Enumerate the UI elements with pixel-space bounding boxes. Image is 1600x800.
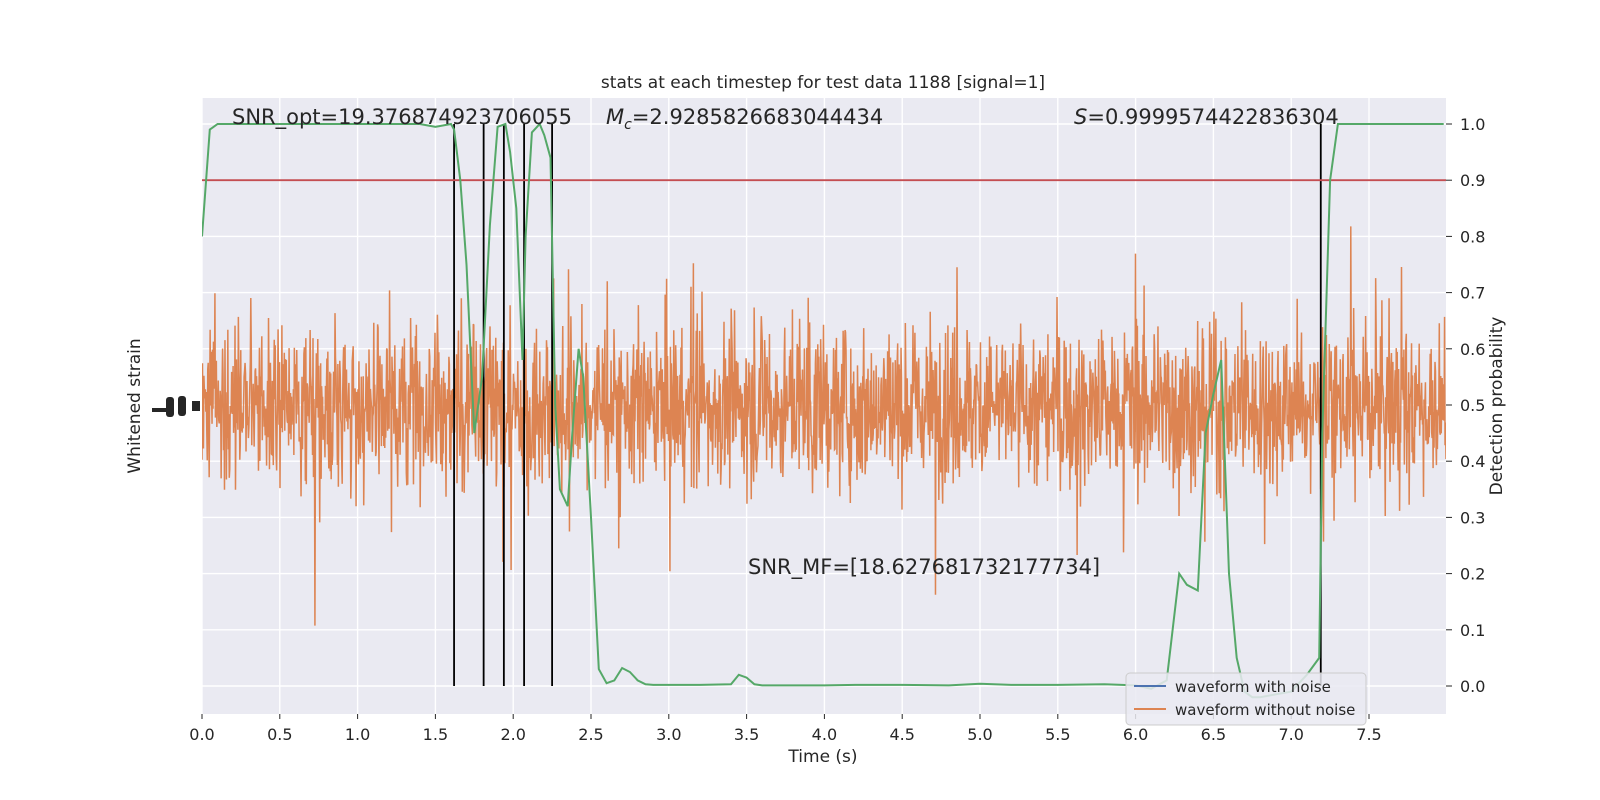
left-tick-blob	[192, 401, 200, 411]
y-tick-label: 0.5	[1460, 396, 1485, 415]
y-tick-label: 0.4	[1460, 452, 1485, 471]
y-tick-label: 0.2	[1460, 565, 1485, 584]
legend-box	[1125, 672, 1367, 726]
left-tick-blob	[152, 408, 174, 412]
x-tick-label: 7.0	[1278, 725, 1303, 744]
x-tick-label: 0.5	[267, 725, 292, 744]
x-tick-label: 5.5	[1045, 725, 1070, 744]
s-value: =0.9999574422836304	[1087, 105, 1338, 129]
x-tick-label: 1.5	[423, 725, 448, 744]
waveform-without-noise-series	[202, 226, 1446, 626]
legend-label-without-noise: waveform without noise	[1175, 701, 1355, 719]
y-axis-label-right: Detection probability	[1487, 317, 1507, 496]
x-tick-label: 4.5	[889, 725, 914, 744]
mc-symbol: M	[606, 105, 624, 129]
x-tick-label: 6.0	[1123, 725, 1148, 744]
s-symbol: S	[1074, 105, 1087, 129]
snr-opt-annotation: SNR_opt=19.376874923706055	[232, 105, 572, 130]
chirp-mass-annotation: Mc=2.9285826683044434	[606, 105, 883, 133]
left-axis-overlapping-ticks	[152, 396, 200, 417]
y-tick-label: 0.1	[1460, 621, 1485, 640]
x-axis-label: Time (s)	[787, 747, 857, 767]
y-tick-label: 0.7	[1460, 284, 1485, 303]
y-tick-label: 0.8	[1460, 227, 1485, 246]
legend: waveform with noise waveform without noi…	[1125, 672, 1367, 726]
x-tick-label: 2.0	[500, 725, 525, 744]
x-axis-ticks: 0.0 0.5 1.0 1.5 2.0 2.5 3.0 3.5 4.0 4.5 5.0 5.5 6.0 6…	[189, 714, 1382, 744]
x-tick-label: 4.0	[812, 725, 837, 744]
mc-subscript: c	[624, 117, 632, 133]
y-tick-label: 1.0	[1460, 115, 1485, 134]
legend-label-with-noise: waveform with noise	[1175, 678, 1331, 696]
x-tick-label: 0.0	[189, 725, 214, 744]
chart-title: stats at each timestep for test data 118…	[601, 73, 1045, 93]
x-tick-label: 7.5	[1356, 725, 1381, 744]
mc-value: =2.9285826683044434	[632, 105, 883, 129]
detection-probability-line	[202, 122, 1444, 699]
left-tick-blob	[166, 397, 174, 417]
y-tick-label: 0.3	[1460, 508, 1485, 527]
left-tick-blob	[178, 396, 186, 416]
detection-probability-series	[202, 122, 1444, 699]
x-tick-label: 6.5	[1201, 725, 1226, 744]
s-annotation: S=0.9999574422836304	[1074, 105, 1339, 129]
y-right-axis-ticks: 0.0 0.1 0.2 0.3 0.4 0.5 0.6 0.7 0.8 0.9 1.0	[1446, 115, 1485, 696]
y-tick-label: 0.0	[1460, 677, 1485, 696]
x-tick-label: 3.5	[734, 725, 759, 744]
snr-mf-annotation: SNR_MF=[18.627681732177734]	[748, 555, 1100, 580]
y-tick-label: 0.9	[1460, 171, 1485, 190]
waveform-without-noise-line	[202, 226, 1446, 626]
x-tick-label: 5.0	[967, 725, 992, 744]
x-tick-label: 3.0	[656, 725, 681, 744]
y-tick-label: 0.6	[1460, 340, 1485, 359]
x-tick-label: 2.5	[578, 725, 603, 744]
x-tick-label: 1.0	[345, 725, 370, 744]
y-axis-label-left: Whitened strain	[125, 338, 145, 473]
